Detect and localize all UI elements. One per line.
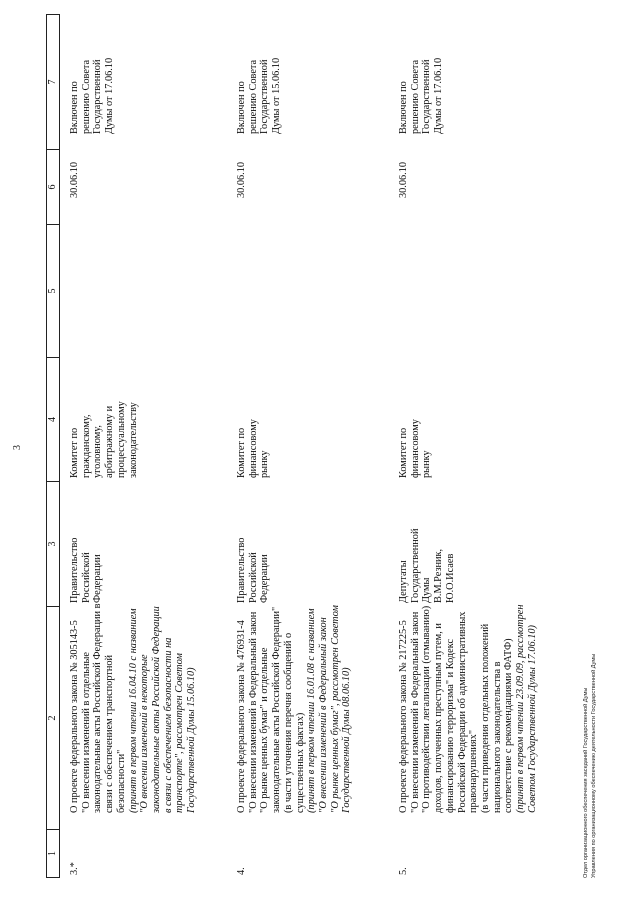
bill-author-line: Правительство [236,537,247,603]
footer: Отдел организационного обеспечения засед… [583,654,598,878]
responsible-committee: Комитет по финансовому рынку [236,419,271,478]
responsible-committee-line: финансовому [247,419,259,478]
header-cell: 7 [46,14,60,150]
responsible-committee-line: уголовному, [92,425,104,478]
description-line: безопасности" [115,749,127,813]
row-number: 3.* [69,862,80,875]
consideration-date: 30.06.10 [69,161,80,198]
description-line: (в части уточнения перечня сообщений о [282,632,294,813]
header-cell: 3 [46,481,60,607]
bill-author-line: Российской [247,552,259,603]
description-line: (принят в первом чтении 16.04.10 с назва… [127,608,139,813]
bill-author: Правительство Российской Федерации [69,538,104,603]
responsible-committee-line: Комитет по [236,427,247,478]
header-cell: 4 [46,357,60,482]
description-line: Российской Федерации об административных [456,611,468,813]
bill-author-line: Правительство [69,537,80,603]
page-number: 3 [12,445,23,450]
description-line: в связи с обеспечением безопасности на [162,637,174,813]
description-line: О проекте федерального закона № 476931-4 [236,620,247,813]
consideration-date: 30.06.10 [236,161,247,198]
bill-author-line: Депутаты [398,560,409,603]
description-line: Государственной Думы 08.06.10) [341,667,353,813]
description-line: "О противодействии легализации (отмывани… [421,605,433,813]
bill-description: О проекте федерального закона № 476931-4… [236,605,353,813]
responsible-committee: Комитет по финансовому рынку [398,419,433,478]
inclusion-note-line: Государственной [92,59,104,134]
bill-author-line: Думы [421,577,433,603]
description-line: "О внесении изменений в отдельные [80,652,92,813]
consideration-date: 30.06.10 [398,161,409,198]
responsible-committee-line: рынку [259,450,271,478]
description-line: доходов, полученных преступным путем, и [433,623,445,813]
bill-description: О проекте федерального закона № 305143-5… [69,604,198,813]
inclusion-note: Включен по решению Совета Государственной Д… [236,58,283,134]
description-line: "О внесении изменений в Федеральный зако… [247,611,259,813]
description-line: законодательные акты Российской Федераци… [92,603,104,813]
inclusion-note: Включен по решению Совета Государственной Д… [69,58,116,134]
description-line: (в части приведения отдельных положений [479,623,491,813]
responsible-committee-line: финансовому [409,419,421,478]
header-cell: 1 [46,829,60,878]
description-line: связи с обеспечением транспортной [104,655,116,813]
description-line: транспорте", рассмотрен Советом [174,653,186,813]
inclusion-note-line: Государственной [421,59,433,134]
description-line: соответствие с рекомендациями ФАТФ) [503,638,515,813]
bill-author-line: Ю.О.Исаев [444,553,456,603]
bill-author-line: Федерации [92,554,104,603]
bill-author: Правительство Российской Федерации [236,538,271,603]
description-line: "О рынке ценных бумаг" и отдельные [259,647,271,813]
description-line: существенных фактах) [294,712,306,813]
inclusion-note-line: решению Совета [409,59,421,134]
description-line: Советом Государственной Думы 17.06.10) [526,625,538,813]
responsible-committee-line: Комитет по [69,427,80,478]
inclusion-note-line: Думы от 15.06.10 [271,57,283,134]
description-line: "О внесении изменений в Федеральный зако… [317,617,329,813]
description-line: правонарушениях" [468,729,480,813]
bill-author-line: Российской [80,552,92,603]
responsible-committee: Комитет по гражданскому, уголовному, арбитр… [69,401,139,478]
responsible-committee-line: Комитет по [398,427,409,478]
description-line: "О внесении изменений в некоторые [139,654,151,813]
inclusion-note-line: Включен по [236,81,247,134]
description-line: "О рынке ценных бумаг", рассмотрен Совет… [329,605,341,813]
responsible-committee-line: гражданскому, [80,414,92,478]
description-line: законодательные акты Российской Федераци… [150,606,162,813]
bill-author: Депутаты Государственной Думы В.М.Резник, Ю.… [398,529,457,603]
inclusion-note-line: Думы от 17.06.10 [433,57,445,134]
description-line: национального законодательства в [491,661,503,813]
inclusion-note-line: решению Совета [247,59,259,134]
header-cell: 5 [46,224,60,358]
inclusion-note-line: решению Совета [80,59,92,134]
bill-author-line: Государственной [409,528,421,603]
responsible-committee-line: законодательству [127,402,139,478]
description-line: финансированию терроризма" и Кодекс [444,638,456,813]
description-line: "О внесении изменений в Федеральный зако… [409,611,421,813]
inclusion-note-line: Включен по [398,81,409,134]
description-line: О проекте федерального закона № 305143-5 [69,620,80,813]
inclusion-note: Включен по решению Совета Государственной Д… [398,58,445,134]
inclusion-note-line: Государственной [259,59,271,134]
inclusion-note-line: Включен по [69,81,80,134]
responsible-committee-line: процессуальному [115,401,127,478]
bill-description: О проекте федерального закона № 217225-5… [398,605,538,813]
footer-line: Управления по организационному обеспечен… [590,653,597,878]
header-cell: 6 [46,149,60,225]
row-number: 5. [398,867,409,875]
description-line: О проекте федерального закона № 217225-5 [398,620,409,813]
header-cell: 2 [46,606,60,830]
bill-author-line: Федерации [259,554,271,603]
responsible-committee-line: арбитражному и [104,405,116,478]
footer-line: Отдел организационного обеспечения засед… [583,687,589,878]
description-line: (принят в первом чтении 23.09.09, рассмо… [515,604,527,813]
description-line: законодательные акты Российской Федераци… [271,606,283,813]
description-line: Государственной Думы 15.06.10) [186,667,198,813]
responsible-committee-line: рынку [421,450,433,478]
row-number: 4. [236,867,247,875]
description-line: (принят в первом чтении 16.01.08 с назва… [306,608,318,813]
inclusion-note-line: Думы от 17.06.10 [104,57,116,134]
bill-author-line: В.М.Резник, [433,548,445,603]
